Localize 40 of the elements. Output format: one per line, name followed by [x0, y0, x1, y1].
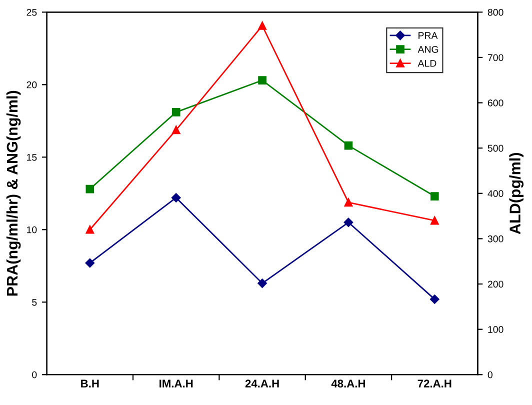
y-axis-title: PRA(ng/ml/hr) & ANG(ng/ml)	[6, 90, 21, 296]
point	[258, 76, 266, 84]
point	[344, 141, 353, 150]
x-tick-label: IM.A.H	[160, 380, 193, 388]
x-tick-label: 48.A.H	[331, 380, 366, 388]
y2-tick-label: 400	[488, 190, 504, 198]
y-tick-label: 25	[26, 8, 37, 16]
legend-label: ALD	[418, 60, 436, 67]
y-tick-label: 20	[26, 81, 37, 88]
y2-tick-label: 0	[488, 371, 492, 378]
point	[172, 108, 180, 116]
y2-tick-label: 600	[488, 100, 504, 106]
y2-tick-label: 800	[488, 8, 504, 16]
point	[258, 22, 266, 30]
point	[430, 294, 440, 304]
y-tick-label: 5	[32, 298, 37, 306]
point	[86, 225, 94, 234]
point	[172, 126, 180, 134]
y2-axis-title: ALD(pg/ml)	[509, 152, 524, 234]
legend-label: ANG	[418, 46, 438, 53]
y-tick-label: 0	[32, 371, 37, 378]
point	[86, 184, 94, 194]
x-tick-label: 72.A.H	[418, 380, 452, 388]
y2-tick-label: 700	[488, 54, 504, 62]
point	[430, 216, 439, 225]
y2-tick-label: 300	[488, 235, 504, 242]
point	[171, 193, 181, 202]
y2-tick-label: 500	[488, 144, 504, 152]
x-tick-label: 24.A.H	[245, 380, 279, 388]
y-tick-label: 15	[27, 154, 37, 161]
point	[344, 218, 354, 228]
point	[85, 258, 95, 268]
x-tick-label: B.H	[81, 380, 99, 388]
y-tick-label: 10	[27, 226, 37, 234]
point	[258, 278, 267, 288]
point	[430, 192, 439, 200]
y2-tick-label: 200	[488, 280, 504, 288]
legend-label: PRA	[418, 32, 438, 39]
point	[344, 198, 353, 207]
y2-tick-label: 100	[488, 326, 504, 333]
